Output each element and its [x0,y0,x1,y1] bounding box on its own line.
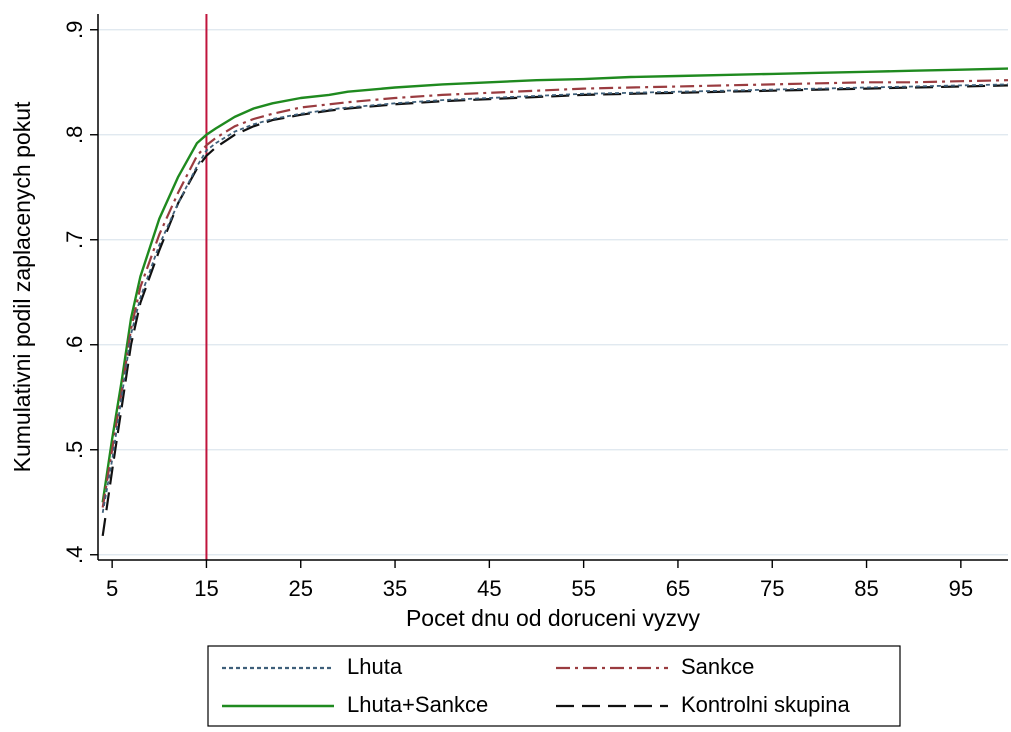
legend: Lhuta Sankce Lhuta+Sankce Kontrolni skupina [207,645,901,727]
legend-box [207,645,901,727]
x-tick-label: 45 [477,576,501,601]
x-tick-label: 5 [106,576,118,601]
axes [97,14,1008,561]
y-axis-title: Kumulativni podil zaplacenych pokut [9,101,35,472]
y-tick-label: .4 [62,546,87,564]
legend-label: Kontrolni skupina [681,692,851,717]
y-tick-label: .5 [62,441,87,459]
series-line-kontrolni-skupina [101,84,1009,537]
x-tick-label: 55 [571,576,595,601]
x-tick-label: 25 [289,576,313,601]
x-tick-label: 95 [949,576,973,601]
y-tick-label: .6 [62,336,87,354]
x-tick-label: 35 [383,576,407,601]
y-ticks: .4 .5 .6 .7 .8 .9 [62,21,98,564]
legend-label: Lhuta+Sankce [347,692,488,717]
legend-label: Sankce [681,654,754,679]
series-line-lhuta [101,83,1009,513]
y-tick-label: .8 [62,126,87,144]
series-line-sankce [101,79,1009,508]
y-tick-label: .7 [62,231,87,249]
x-axis-title: Pocet dnu od doruceni vyzvy [406,605,701,631]
x-tick-label: 85 [854,576,878,601]
series-layer [101,67,1009,537]
series-line-lhuta-sankce [101,67,1009,503]
x-tick-label: 75 [760,576,784,601]
grid [98,29,1008,556]
x-tick-label: 65 [666,576,690,601]
x-tick-label: 15 [194,576,218,601]
y-tick-label: .9 [62,21,87,39]
legend-label: Lhuta [347,654,403,679]
x-ticks: 5 15 25 35 45 55 65 75 85 95 [106,560,973,601]
